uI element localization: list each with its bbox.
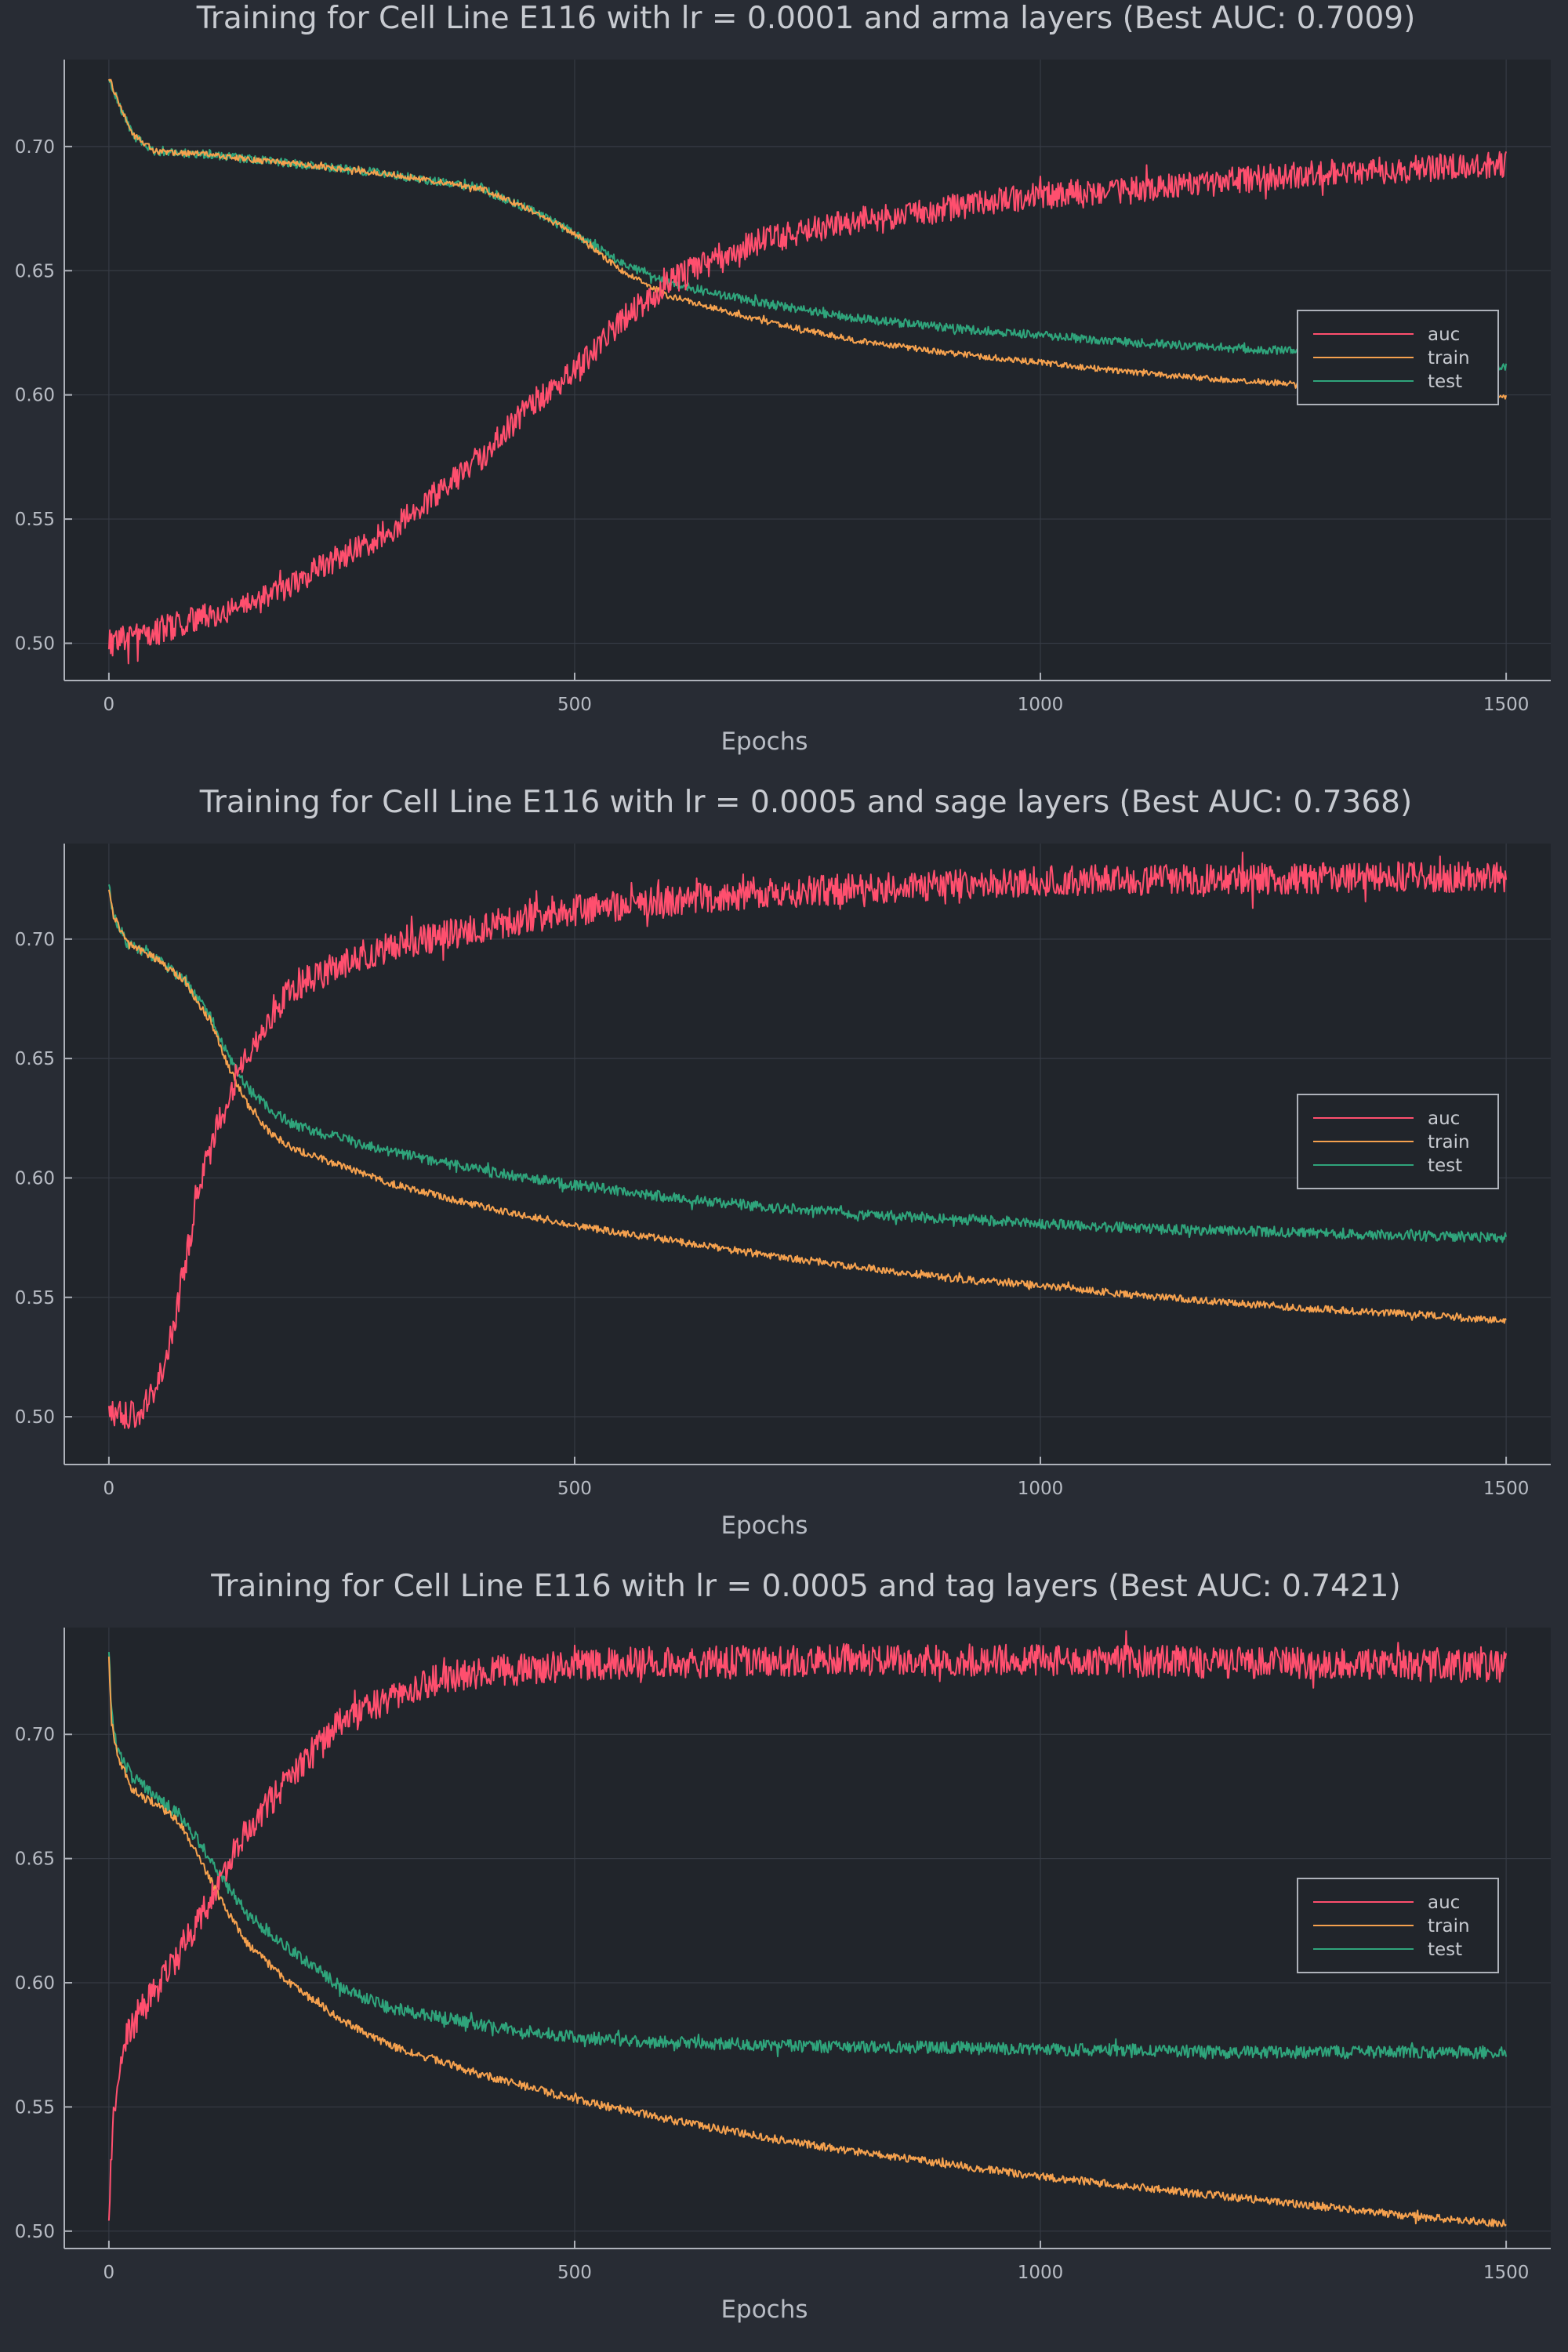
x-tick-label: 500 xyxy=(557,1479,592,1499)
legend-label-test: test xyxy=(1428,372,1462,392)
x-axis-label: Epochs xyxy=(720,2296,808,2324)
series-line-train xyxy=(107,889,1507,1324)
legend-label-auc: auc xyxy=(1428,1893,1460,1913)
series-line-test xyxy=(107,1652,1508,2060)
y-tick-label: 0.65 xyxy=(15,261,55,281)
x-axis-label: Epochs xyxy=(720,728,808,756)
x-tick-label: 1000 xyxy=(1018,2263,1064,2283)
series-line-train xyxy=(108,78,1508,400)
x-tick-label: 0 xyxy=(103,2263,115,2283)
y-tick-label: 0.70 xyxy=(15,930,55,950)
legend-label-test: test xyxy=(1428,1156,1462,1176)
legend-label-train: train xyxy=(1428,348,1470,368)
chart-title: Training for Cell Line E116 with lr = 0.… xyxy=(199,785,1412,820)
y-tick-label: 0.50 xyxy=(15,1407,55,1428)
x-tick-label: 1000 xyxy=(1018,1479,1064,1499)
legend-label-auc: auc xyxy=(1428,325,1460,345)
chart-panel-1: Training for Cell Line E116 with lr = 0.… xyxy=(15,1,1551,756)
chart-title: Training for Cell Line E116 with lr = 0.… xyxy=(196,1,1416,36)
legend: auc train test xyxy=(1297,1878,1499,1973)
x-tick-label: 500 xyxy=(557,695,592,715)
y-tick-label: 0.70 xyxy=(15,1725,55,1745)
series-line-auc xyxy=(107,851,1508,1429)
y-tick-label: 0.65 xyxy=(15,1849,55,1870)
series-line-train xyxy=(107,1656,1507,2227)
y-tick-label: 0.55 xyxy=(15,2097,55,2118)
legend-label-test: test xyxy=(1428,1940,1462,1960)
series-line-test xyxy=(107,884,1508,1243)
y-tick-label: 0.60 xyxy=(15,1168,55,1189)
y-tick-label: 0.60 xyxy=(15,1973,55,1994)
y-tick-label: 0.55 xyxy=(15,510,55,530)
legend: auc train test xyxy=(1297,1094,1499,1189)
series-group xyxy=(107,1630,1508,2227)
x-tick-label: 1000 xyxy=(1018,695,1064,715)
series-line-auc xyxy=(107,151,1508,665)
x-tick-label: 1500 xyxy=(1483,695,1530,715)
x-tick-label: 500 xyxy=(557,2263,592,2283)
y-tick-label: 0.50 xyxy=(15,633,55,654)
y-tick-label: 0.60 xyxy=(15,386,55,406)
chart-title: Training for Cell Line E116 with lr = 0.… xyxy=(210,1569,1400,1604)
x-axis-label: Epochs xyxy=(720,1512,808,1540)
y-tick-label: 0.50 xyxy=(15,2222,55,2242)
chart-panel-3: Training for Cell Line E116 with lr = 0.… xyxy=(15,1569,1551,2324)
x-tick-label: 1500 xyxy=(1483,2263,1530,2283)
legend-label-train: train xyxy=(1428,1132,1470,1152)
x-tick-label: 1500 xyxy=(1483,1479,1530,1499)
series-line-auc xyxy=(107,1630,1508,2221)
x-tick-label: 0 xyxy=(103,695,115,715)
legend-label-train: train xyxy=(1428,1916,1470,1936)
legend-label-auc: auc xyxy=(1428,1109,1460,1129)
legend: auc train test xyxy=(1297,310,1499,405)
x-tick-label: 0 xyxy=(103,1479,115,1499)
chart-panel-2: Training for Cell Line E116 with lr = 0.… xyxy=(15,785,1551,1540)
y-tick-label: 0.70 xyxy=(15,137,55,158)
y-tick-label: 0.65 xyxy=(15,1049,55,1069)
series-group xyxy=(107,851,1508,1429)
series-group xyxy=(107,78,1508,665)
y-tick-label: 0.55 xyxy=(15,1288,55,1308)
